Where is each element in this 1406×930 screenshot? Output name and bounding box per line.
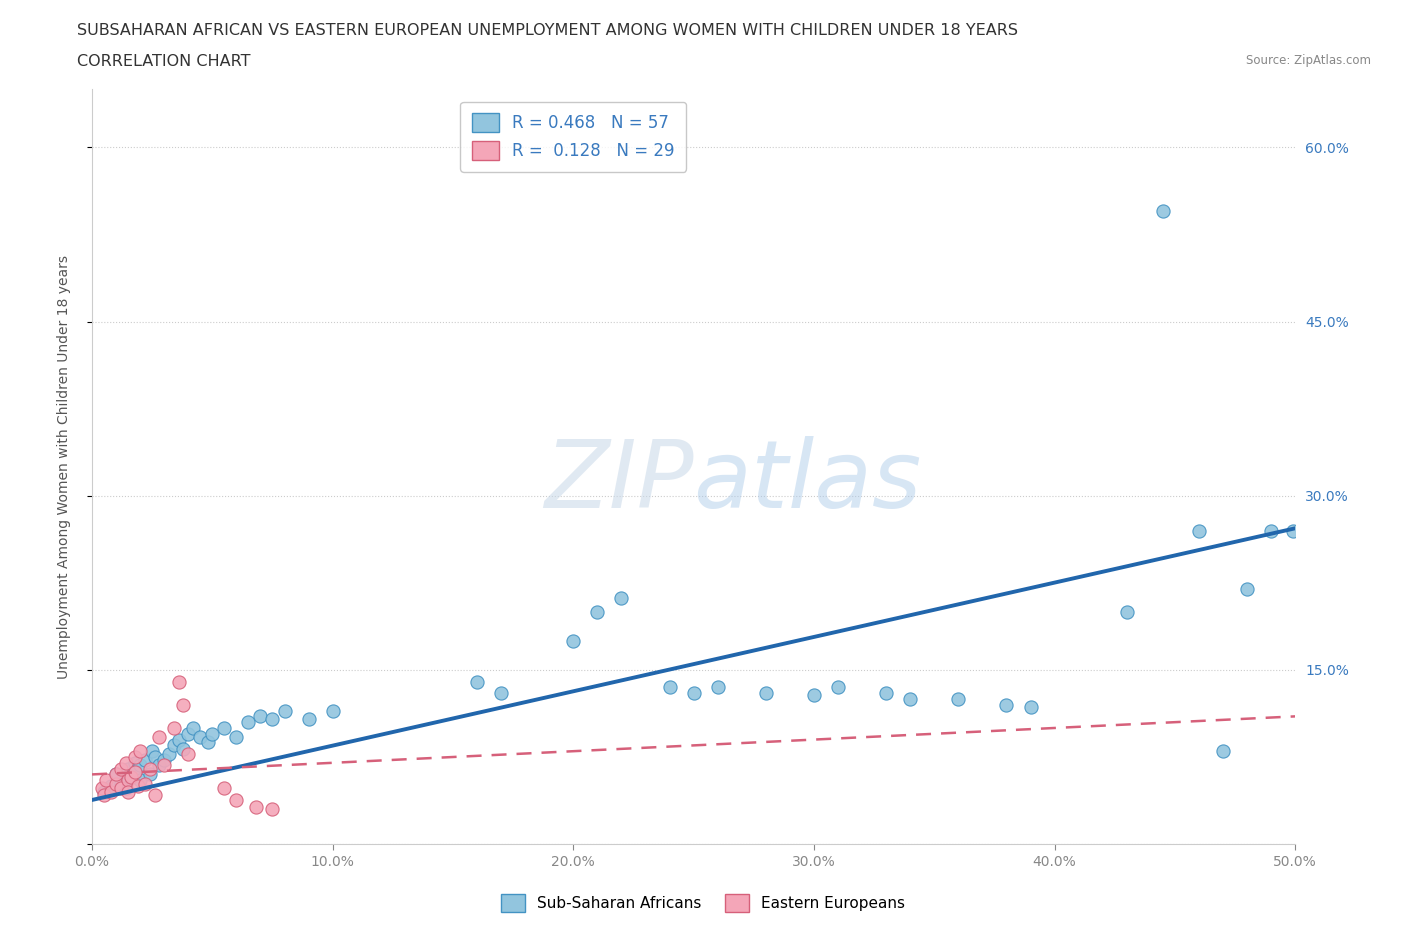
Point: [658, 680, 681, 695]
Point: [1188, 524, 1211, 538]
Point: [188, 730, 211, 745]
Point: [297, 711, 319, 726]
Point: [153, 753, 176, 768]
Point: [225, 730, 247, 745]
Point: [875, 685, 897, 700]
Point: [1260, 524, 1282, 538]
Point: [143, 750, 166, 764]
Point: [249, 709, 271, 724]
Point: [995, 698, 1018, 712]
Point: [124, 755, 146, 770]
Point: [124, 750, 146, 764]
Point: [163, 737, 186, 752]
Point: [214, 781, 236, 796]
Point: [105, 767, 128, 782]
Point: [1019, 699, 1042, 714]
Point: [177, 726, 200, 741]
Point: [93, 788, 115, 803]
Point: [139, 761, 162, 776]
Point: [610, 591, 633, 605]
Point: [465, 674, 488, 689]
Point: [143, 788, 166, 803]
Point: [90, 781, 112, 796]
Point: [177, 746, 200, 761]
Point: [117, 784, 139, 799]
Point: [172, 741, 194, 756]
Point: [148, 758, 170, 773]
Point: [120, 769, 142, 784]
Point: [197, 735, 219, 750]
Point: [117, 773, 139, 788]
Y-axis label: Unemployment Among Women with Children Under 18 years: Unemployment Among Women with Children U…: [58, 255, 72, 679]
Point: [129, 758, 152, 773]
Point: [114, 755, 136, 770]
Point: [827, 680, 849, 695]
Point: [141, 744, 163, 759]
Point: [134, 753, 156, 768]
Text: ZIP: ZIP: [544, 436, 693, 527]
Legend: Sub-Saharan Africans, Eastern Europeans: Sub-Saharan Africans, Eastern Europeans: [495, 888, 911, 918]
Point: [110, 777, 132, 791]
Point: [100, 778, 122, 793]
Point: [586, 604, 609, 619]
Point: [105, 777, 128, 791]
Point: [706, 680, 728, 695]
Point: [1152, 204, 1174, 219]
Point: [755, 685, 778, 700]
Point: [201, 726, 224, 741]
Point: [114, 781, 136, 796]
Point: [322, 703, 344, 718]
Point: [1281, 524, 1303, 538]
Point: [157, 746, 180, 761]
Point: [489, 685, 512, 700]
Text: CORRELATION CHART: CORRELATION CHART: [77, 54, 250, 69]
Point: [167, 732, 190, 747]
Point: [124, 764, 146, 779]
Text: SUBSAHARAN AFRICAN VS EASTERN EUROPEAN UNEMPLOYMENT AMONG WOMEN WITH CHILDREN UN: SUBSAHARAN AFRICAN VS EASTERN EUROPEAN U…: [77, 23, 1018, 38]
Point: [148, 730, 170, 745]
Point: [134, 777, 156, 791]
Point: [225, 792, 247, 807]
Point: [117, 761, 139, 776]
Point: [127, 778, 149, 793]
Point: [273, 703, 295, 718]
Point: [139, 767, 162, 782]
Point: [105, 767, 128, 782]
Point: [803, 688, 825, 703]
Point: [124, 764, 146, 779]
Point: [898, 692, 921, 707]
Legend: R = 0.468   N = 57, R =  0.128   N = 29: R = 0.468 N = 57, R = 0.128 N = 29: [460, 101, 686, 172]
Point: [262, 711, 284, 726]
Point: [682, 685, 704, 700]
Point: [100, 784, 122, 799]
Point: [1236, 581, 1258, 596]
Point: [110, 761, 132, 776]
Point: [93, 784, 115, 799]
Point: [245, 800, 267, 815]
Point: [129, 773, 152, 788]
Point: [262, 802, 284, 817]
Point: [1212, 744, 1234, 759]
Point: [562, 633, 585, 648]
Point: [120, 769, 142, 784]
Point: [129, 744, 152, 759]
Point: [110, 781, 132, 796]
Text: Source: ZipAtlas.com: Source: ZipAtlas.com: [1246, 54, 1371, 67]
Point: [1115, 604, 1137, 619]
Text: atlas: atlas: [693, 436, 922, 527]
Point: [96, 773, 118, 788]
Point: [214, 721, 236, 736]
Point: [167, 674, 190, 689]
Point: [181, 721, 204, 736]
Point: [238, 715, 260, 730]
Point: [172, 698, 194, 712]
Point: [153, 758, 176, 773]
Point: [163, 721, 186, 736]
Point: [948, 692, 970, 707]
